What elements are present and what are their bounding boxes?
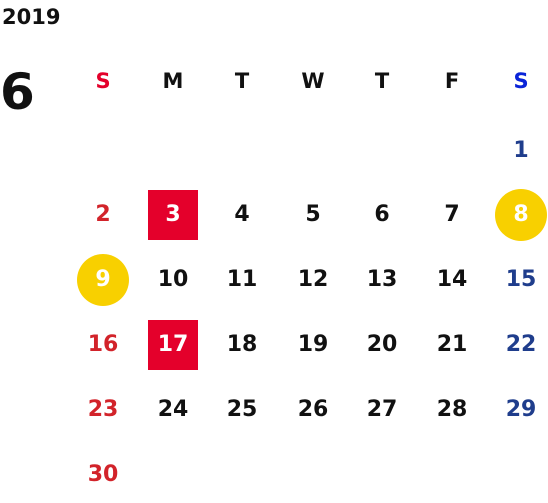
- weekday-header-tue: T: [234, 68, 250, 93]
- calendar-day-17[interactable]: 17: [145, 320, 201, 370]
- calendar-day-label: 24: [157, 397, 189, 422]
- calendar-day-5[interactable]: 5: [285, 190, 341, 240]
- calendar-day-14[interactable]: 14: [424, 255, 480, 305]
- calendar-day-label: 15: [505, 267, 537, 292]
- calendar-day-label: 11: [226, 267, 258, 292]
- calendar-day-label: 7: [444, 202, 460, 227]
- weekday-header-wed: W: [301, 68, 325, 93]
- calendar-day-label: 5: [305, 202, 321, 227]
- calendar-day-26[interactable]: 26: [285, 385, 341, 435]
- calendar-day-label: 2: [95, 202, 111, 227]
- weekday-header-mon: M: [162, 68, 184, 93]
- weekday-header-fri: F: [444, 68, 460, 93]
- calendar-day-10[interactable]: 10: [145, 255, 201, 305]
- calendar-month: 6: [0, 63, 35, 121]
- calendar-day-label: 3: [165, 202, 181, 227]
- calendar-day-label: 26: [297, 397, 329, 422]
- calendar-day-label: 9: [95, 267, 111, 292]
- calendar-day-label: 29: [505, 397, 537, 422]
- calendar-day-22[interactable]: 22: [493, 320, 548, 370]
- calendar-day-label: 17: [157, 332, 189, 357]
- calendar-day-18[interactable]: 18: [214, 320, 270, 370]
- calendar-day-label: 16: [87, 332, 119, 357]
- calendar-day-27[interactable]: 27: [354, 385, 410, 435]
- calendar-day-28[interactable]: 28: [424, 385, 480, 435]
- calendar-day-label: 21: [436, 332, 468, 357]
- weekday-header-sun: S: [95, 68, 111, 93]
- calendar-day-label: 10: [157, 267, 189, 292]
- calendar-day-21[interactable]: 21: [424, 320, 480, 370]
- calendar-day-8[interactable]: 8: [493, 189, 548, 241]
- calendar-day-label: 23: [87, 397, 119, 422]
- weekday-header-sat: S: [513, 68, 529, 93]
- calendar-day-label: 20: [366, 332, 398, 357]
- calendar-day-6[interactable]: 6: [354, 190, 410, 240]
- calendar-day-20[interactable]: 20: [354, 320, 410, 370]
- calendar-day-label: 22: [505, 332, 537, 357]
- calendar-day-label: 30: [87, 462, 119, 487]
- calendar-day-24[interactable]: 24: [145, 385, 201, 435]
- calendar-day-9[interactable]: 9: [75, 254, 131, 306]
- calendar-day-label: 19: [297, 332, 329, 357]
- calendar-day-29[interactable]: 29: [493, 385, 548, 435]
- calendar-day-25[interactable]: 25: [214, 385, 270, 435]
- calendar-day-30[interactable]: 30: [75, 450, 131, 500]
- calendar-day-label: 14: [436, 267, 468, 292]
- calendar-year: 2019: [2, 5, 61, 29]
- calendar-day-label: 6: [374, 202, 390, 227]
- calendar-day-label: 13: [366, 267, 398, 292]
- weekday-header-thu: T: [374, 68, 390, 93]
- calendar-day-11[interactable]: 11: [214, 255, 270, 305]
- calendar-day-15[interactable]: 15: [493, 255, 548, 305]
- calendar-day-label: 8: [513, 202, 529, 227]
- calendar-day-label: 25: [226, 397, 258, 422]
- calendar-day-3[interactable]: 3: [145, 190, 201, 240]
- calendar-day-label: 4: [234, 202, 250, 227]
- calendar-day-4[interactable]: 4: [214, 190, 270, 240]
- calendar-day-16[interactable]: 16: [75, 320, 131, 370]
- calendar-day-label: 12: [297, 267, 329, 292]
- calendar-day-label: 27: [366, 397, 398, 422]
- calendar-day-19[interactable]: 19: [285, 320, 341, 370]
- calendar-day-1[interactable]: 1: [493, 126, 548, 176]
- calendar-day-7[interactable]: 7: [424, 190, 480, 240]
- calendar-day-2[interactable]: 2: [75, 190, 131, 240]
- calendar-day-12[interactable]: 12: [285, 255, 341, 305]
- calendar-day-label: 18: [226, 332, 258, 357]
- calendar-day-label: 1: [513, 138, 529, 163]
- calendar-day-13[interactable]: 13: [354, 255, 410, 305]
- calendar-day-23[interactable]: 23: [75, 385, 131, 435]
- calendar-day-label: 28: [436, 397, 468, 422]
